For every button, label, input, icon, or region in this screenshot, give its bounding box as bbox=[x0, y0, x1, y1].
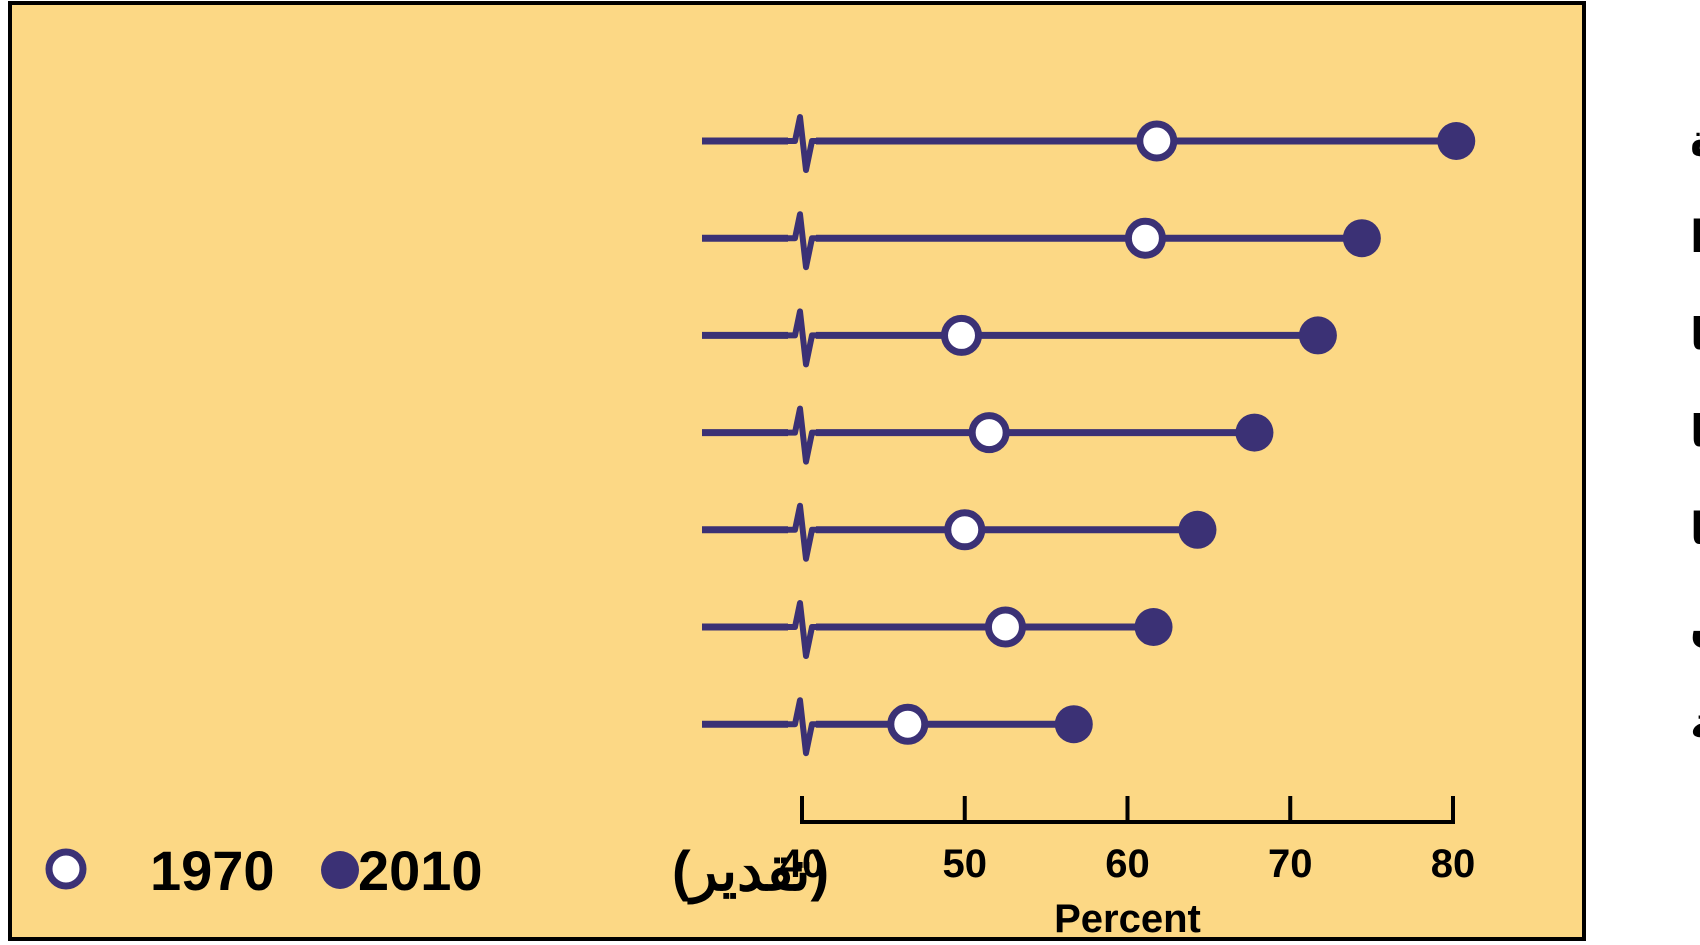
x-axis-title: Percent bbox=[1054, 897, 1201, 941]
data-rows: الولايات المتحدة كندا فرنسا إيطاليا بريطانيا… bbox=[702, 114, 1700, 757]
x-tick-label: 40 bbox=[780, 842, 825, 886]
legend-note: (تقدير) bbox=[672, 839, 829, 905]
x-tick-label: 60 bbox=[1105, 842, 1150, 886]
point-1970 bbox=[1136, 120, 1178, 162]
x-axis: 40 50 60 70 80 Percent bbox=[780, 796, 1476, 941]
point-1970 bbox=[1124, 217, 1166, 259]
axis-break-mark bbox=[783, 600, 821, 659]
row-3: فرنسا bbox=[702, 308, 1700, 368]
country-label: اليابان bbox=[1690, 601, 1700, 652]
country-label: بريطانيا bbox=[1690, 504, 1700, 555]
x-tick-label: 80 bbox=[1431, 842, 1476, 886]
axis-break-mark bbox=[783, 114, 821, 173]
axis-break-mark bbox=[783, 211, 821, 271]
point-2010 bbox=[1437, 122, 1476, 160]
row-5: بريطانيا bbox=[702, 502, 1700, 562]
legend-label-1970: 1970 bbox=[150, 839, 275, 902]
x-axis-ticks: 40 50 60 70 80 bbox=[780, 796, 1476, 886]
row-4: إيطاليا bbox=[702, 405, 1700, 465]
country-label: فرنسا bbox=[1690, 309, 1700, 360]
row-2: كندا bbox=[702, 211, 1700, 271]
country-label: الولايات المتحدة bbox=[1690, 115, 1700, 166]
axis-break-mark bbox=[783, 405, 821, 465]
row-7: المانيا الغربية bbox=[702, 697, 1700, 757]
point-2010 bbox=[1178, 510, 1217, 549]
legend: 1970 2010 (تقدير) bbox=[45, 839, 829, 905]
legend-marker-1970 bbox=[45, 848, 87, 890]
point-1970 bbox=[887, 703, 929, 745]
country-label: المانيا الغربية bbox=[1690, 698, 1700, 749]
chart-background bbox=[8, 1, 1586, 941]
point-2010 bbox=[1342, 219, 1381, 258]
point-1970 bbox=[944, 509, 986, 551]
point-1970 bbox=[968, 412, 1010, 454]
row-1: الولايات المتحدة bbox=[702, 114, 1700, 173]
axis-break-mark bbox=[783, 502, 821, 562]
legend-label-2010: 2010 bbox=[358, 839, 483, 902]
axis-break-mark bbox=[783, 697, 821, 757]
legend-marker-2010 bbox=[321, 851, 359, 889]
point-1970 bbox=[940, 314, 982, 356]
country-label: إيطاليا bbox=[1690, 407, 1700, 458]
point-2010 bbox=[1235, 413, 1274, 452]
point-2010 bbox=[1298, 316, 1337, 355]
axis-break-mark bbox=[783, 308, 821, 368]
point-2010 bbox=[1134, 608, 1173, 646]
point-2010 bbox=[1054, 705, 1093, 744]
country-label: كندا bbox=[1690, 212, 1700, 263]
row-6: اليابان bbox=[702, 600, 1700, 659]
point-1970 bbox=[984, 606, 1026, 648]
x-tick-label: 50 bbox=[943, 842, 988, 886]
x-tick-label: 70 bbox=[1268, 842, 1313, 886]
